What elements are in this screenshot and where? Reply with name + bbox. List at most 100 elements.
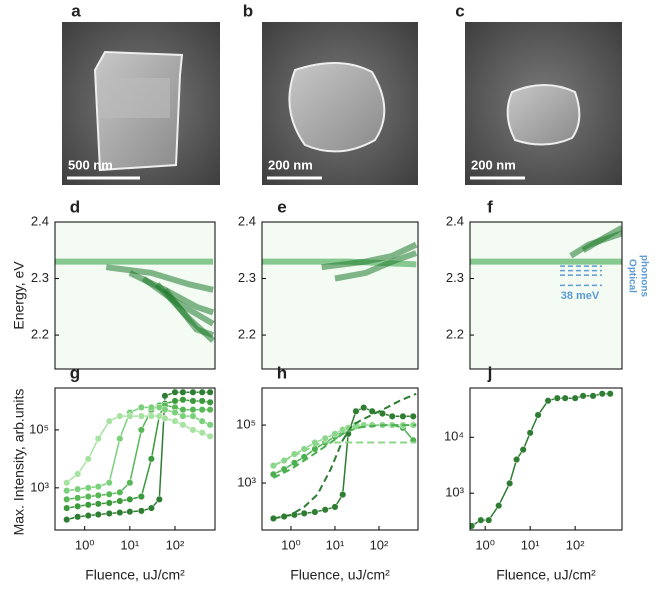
plot [262, 241, 418, 282]
marker [534, 411, 542, 419]
series-line [66, 415, 211, 484]
plot-area [470, 222, 622, 369]
marker [485, 516, 493, 524]
emission-band [105, 264, 214, 293]
marker [571, 394, 579, 402]
marker [171, 408, 179, 417]
marker [105, 490, 113, 498]
marker [126, 508, 134, 516]
marker [137, 493, 145, 501]
emission-band [581, 225, 622, 253]
marker [147, 504, 155, 512]
frame [469, 387, 623, 531]
marker [300, 509, 308, 517]
marker [206, 406, 214, 414]
frame [54, 387, 216, 531]
panel-label: b [243, 1, 253, 20]
marker [206, 432, 214, 440]
y-tick-label: 2.3 [31, 270, 49, 285]
emission-band [321, 241, 418, 271]
marker [331, 503, 339, 511]
frame [261, 221, 419, 370]
marker [179, 406, 187, 414]
x-tick-label: 10¹ [521, 537, 540, 552]
marker [409, 412, 417, 420]
marker [94, 483, 102, 491]
sem-image-c: 200 nm [465, 22, 622, 185]
x-tick-label: 10² [166, 537, 185, 552]
marker [171, 388, 179, 396]
marker [94, 491, 102, 499]
marker [137, 507, 145, 515]
marker [198, 388, 206, 396]
marker [553, 394, 561, 402]
marker [63, 495, 71, 503]
series-line [66, 404, 211, 501]
marker [206, 421, 214, 429]
emission-band [162, 287, 215, 338]
marker [137, 426, 145, 434]
marker [116, 497, 124, 505]
marker [179, 421, 187, 429]
marker [506, 479, 514, 487]
marker [206, 398, 214, 406]
y-tick-label: 2.2 [446, 327, 464, 342]
x-tick-label: 10² [370, 537, 389, 552]
marker [321, 434, 329, 442]
marker [179, 396, 187, 404]
marker [137, 412, 145, 420]
marker [189, 412, 197, 420]
y-tick-label: 2.4 [238, 213, 256, 228]
frame [261, 387, 419, 531]
panel-label: h [277, 363, 287, 382]
marker [519, 446, 527, 454]
marker [495, 502, 503, 510]
y-tick-label: 10⁴ [444, 429, 464, 444]
y-tick-label: 2.4 [31, 213, 49, 228]
x-tick-label: 10¹ [326, 537, 345, 552]
plot-area [470, 388, 622, 530]
marker [198, 406, 206, 414]
marker [116, 509, 124, 517]
marker [171, 397, 179, 405]
marker [94, 510, 102, 519]
panel-label: g [70, 363, 80, 382]
x-tick-label: 10⁰ [281, 537, 301, 552]
marker [63, 479, 71, 487]
marker [116, 435, 124, 443]
panel-label: f [487, 197, 493, 216]
marker [579, 392, 587, 400]
marker [526, 429, 534, 437]
x-axis-label: Fluence, uJ/cm² [85, 567, 185, 583]
x-tick-label: 10⁰ [75, 537, 95, 552]
marker [74, 485, 82, 493]
marker [126, 412, 134, 420]
marker [84, 484, 92, 492]
plot [470, 390, 614, 530]
marker [74, 513, 82, 521]
marker [589, 392, 597, 400]
marker [189, 388, 197, 396]
marker [470, 522, 476, 530]
marker [94, 435, 102, 443]
y-tick-label: 10³ [237, 474, 256, 489]
marker [147, 412, 155, 420]
plot [63, 388, 214, 524]
marker [513, 455, 521, 464]
marker [606, 390, 614, 398]
marker [179, 388, 187, 396]
marker [105, 499, 113, 507]
series-line [66, 406, 211, 492]
marker [360, 404, 368, 412]
marker [161, 392, 169, 400]
x-axis-label: Fluence, uJ/cm² [290, 567, 390, 583]
marker [189, 426, 197, 434]
marker [189, 397, 197, 405]
series-line [66, 399, 211, 509]
y-tick-label: 10³ [445, 485, 464, 500]
marker [198, 417, 206, 425]
plot-area [262, 222, 418, 369]
x-tick-label: 10¹ [120, 537, 139, 552]
panel-label: e [277, 197, 286, 216]
